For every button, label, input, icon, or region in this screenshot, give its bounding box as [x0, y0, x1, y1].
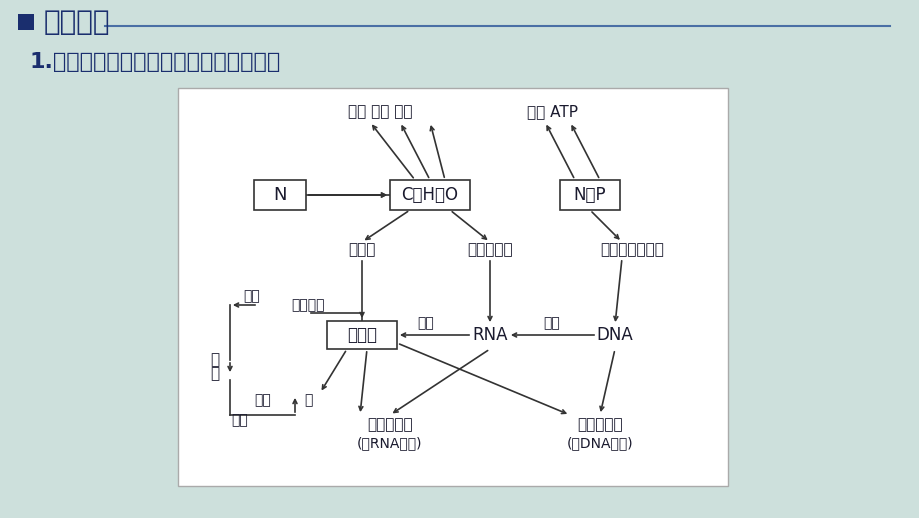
Text: 状: 状: [210, 367, 220, 381]
Text: N: N: [273, 186, 287, 204]
Text: 决定: 决定: [232, 413, 248, 427]
Text: 脱氧核糖核苷酸: 脱氧核糖核苷酸: [599, 242, 664, 257]
FancyBboxPatch shape: [326, 321, 397, 349]
Text: N、P: N、P: [573, 186, 606, 204]
FancyBboxPatch shape: [560, 180, 619, 210]
FancyBboxPatch shape: [390, 180, 470, 210]
Text: 酶: 酶: [303, 393, 312, 407]
Text: 翻译: 翻译: [417, 316, 434, 330]
Text: 要点整合: 要点整合: [44, 8, 110, 36]
FancyBboxPatch shape: [18, 14, 34, 30]
Text: DNA: DNA: [596, 326, 632, 344]
FancyBboxPatch shape: [254, 180, 306, 210]
Text: 代谢: 代谢: [255, 393, 271, 407]
Text: 组成染色体: 组成染色体: [576, 418, 622, 433]
Text: 糖类 脂肪 固醇: 糖类 脂肪 固醇: [347, 105, 412, 120]
Text: 性: 性: [210, 353, 220, 367]
Text: RNA: RNA: [471, 326, 507, 344]
Text: 氨基酸: 氨基酸: [348, 242, 375, 257]
Text: 结构蛋白: 结构蛋白: [291, 298, 324, 312]
FancyBboxPatch shape: [177, 88, 727, 486]
Text: 1.糖类、脂质、蛋白质、核酸的分子组成: 1.糖类、脂质、蛋白质、核酸的分子组成: [30, 52, 281, 72]
Text: (或RNA病毒): (或RNA病毒): [357, 436, 423, 450]
Text: 组成核糖体: 组成核糖体: [367, 418, 413, 433]
Text: C、H、O: C、H、O: [401, 186, 458, 204]
Text: 转录: 转录: [543, 316, 560, 330]
Text: 决定: 决定: [244, 289, 260, 303]
Text: 蛋白质: 蛋白质: [346, 326, 377, 344]
Text: (或DNA病毒): (或DNA病毒): [566, 436, 632, 450]
Text: 核糖核苷酸: 核糖核苷酸: [467, 242, 512, 257]
Text: 磷脂 ATP: 磷脂 ATP: [527, 105, 578, 120]
